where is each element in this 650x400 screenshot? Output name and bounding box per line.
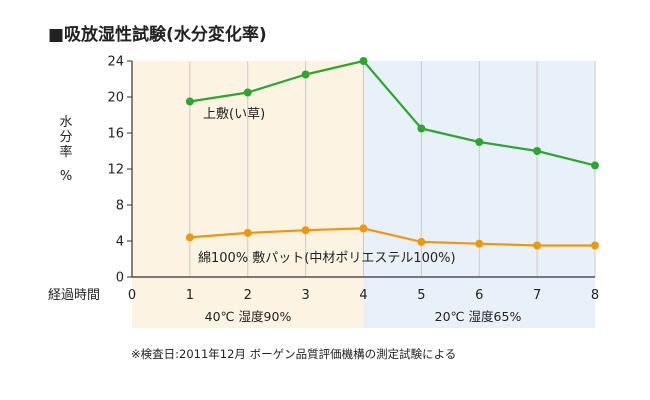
chart-title: ■吸放湿性試験(水分変化率) xyxy=(48,24,267,45)
x-tick-label: 4 xyxy=(359,288,367,303)
y-axis-label: 水 分 率 % xyxy=(59,115,72,184)
y-tick-label: 20 xyxy=(107,91,124,106)
y-tick-label: 8 xyxy=(116,199,124,214)
x-tick-label: 8 xyxy=(591,288,599,303)
series-2-point xyxy=(475,239,484,248)
x-tick-label: 7 xyxy=(533,288,541,303)
series-1-point xyxy=(301,70,310,79)
y-tick-label: 0 xyxy=(116,271,124,286)
series-2-point xyxy=(243,228,252,237)
series-line-2 xyxy=(189,227,595,247)
series-label-pad: 綿100% 敷パット(中材ポリエステル100%) xyxy=(198,251,456,266)
series-2-point xyxy=(417,237,426,246)
y-axis-label-char: 分 xyxy=(59,130,72,145)
x-tick-label: 1 xyxy=(186,288,194,303)
footnote: ※検査日:2011年12月 ボーゲン品質評価機構の測定試験による xyxy=(131,347,456,361)
x-tick-label: 6 xyxy=(475,288,483,303)
y-tick-label: 24 xyxy=(107,55,124,70)
x-tick-label: 2 xyxy=(244,288,252,303)
phase-label-cool: 20℃ 湿度65% xyxy=(435,309,522,324)
y-tick-label: 16 xyxy=(107,127,124,142)
series-2-point xyxy=(301,226,310,235)
x-tick-label: 5 xyxy=(417,288,425,303)
series-1-point xyxy=(359,57,368,65)
series-1-point xyxy=(591,161,599,170)
series-2-point xyxy=(591,241,599,250)
x-axis-label: 経過時間 xyxy=(48,288,100,303)
y-axis-label-char: % xyxy=(60,169,72,184)
series-2-point xyxy=(185,233,194,242)
series-2-point xyxy=(359,224,368,233)
series-label-igusa: 上敷(い草) xyxy=(203,107,265,122)
y-axis-label-char: 率 xyxy=(59,144,72,160)
phase-label-hot: 40℃ 湿度90% xyxy=(205,309,292,324)
y-tick-label: 12 xyxy=(107,163,124,178)
y-tick-label: 4 xyxy=(116,235,124,250)
series-line-1 xyxy=(189,59,596,167)
series-1-point xyxy=(475,138,484,146)
x-tick-label: 0 xyxy=(128,288,136,303)
x-tick-label: 3 xyxy=(301,288,309,303)
series-1-point xyxy=(417,124,426,133)
series-1-point xyxy=(243,88,252,97)
y-axis-label-char: 水 xyxy=(59,115,72,130)
series-2-point xyxy=(533,241,542,250)
series-1-point xyxy=(185,97,194,106)
series-1-point xyxy=(533,147,542,155)
